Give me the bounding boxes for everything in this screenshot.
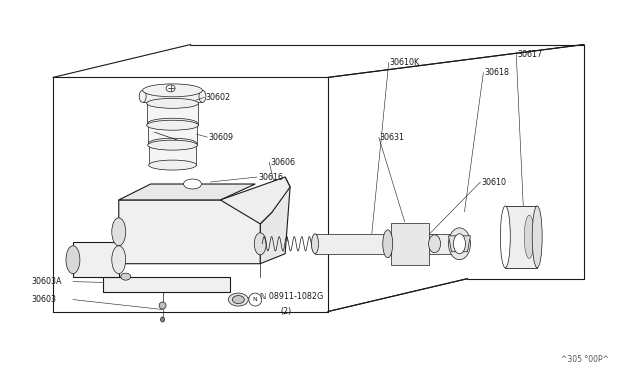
Ellipse shape xyxy=(228,293,248,306)
Ellipse shape xyxy=(148,118,198,128)
Text: ℕ 08911-1082G: ℕ 08911-1082G xyxy=(260,292,323,301)
Text: 30606: 30606 xyxy=(270,158,295,167)
Text: N: N xyxy=(253,297,258,302)
Ellipse shape xyxy=(532,206,542,268)
Polygon shape xyxy=(220,177,290,224)
Text: 30631: 30631 xyxy=(380,133,404,142)
Text: 30609: 30609 xyxy=(209,133,234,142)
Ellipse shape xyxy=(449,228,470,260)
Ellipse shape xyxy=(232,296,244,304)
Polygon shape xyxy=(315,234,454,254)
Text: (2): (2) xyxy=(280,307,291,316)
Ellipse shape xyxy=(199,90,206,102)
Polygon shape xyxy=(391,223,429,265)
Circle shape xyxy=(249,293,262,306)
Polygon shape xyxy=(73,242,119,277)
Ellipse shape xyxy=(148,140,198,150)
Ellipse shape xyxy=(454,234,465,254)
Ellipse shape xyxy=(524,215,534,259)
Ellipse shape xyxy=(121,273,131,280)
Text: 30618: 30618 xyxy=(484,68,509,77)
Text: 30603: 30603 xyxy=(31,295,56,304)
Text: ^305 °00P^: ^305 °00P^ xyxy=(561,355,609,364)
Ellipse shape xyxy=(112,246,125,274)
Text: 30603A: 30603A xyxy=(31,277,61,286)
Text: 30610: 30610 xyxy=(481,177,506,186)
Polygon shape xyxy=(449,236,470,252)
Text: 30616: 30616 xyxy=(258,173,284,182)
Ellipse shape xyxy=(383,230,393,258)
Ellipse shape xyxy=(147,98,198,108)
Ellipse shape xyxy=(159,302,166,309)
Ellipse shape xyxy=(429,235,440,253)
Ellipse shape xyxy=(139,90,146,102)
Ellipse shape xyxy=(166,85,175,92)
Ellipse shape xyxy=(254,233,266,255)
Text: 30617: 30617 xyxy=(517,50,542,59)
Ellipse shape xyxy=(184,179,202,189)
Polygon shape xyxy=(506,206,537,268)
Polygon shape xyxy=(119,184,255,200)
Polygon shape xyxy=(143,90,202,102)
Ellipse shape xyxy=(500,206,510,268)
Ellipse shape xyxy=(161,317,164,322)
Ellipse shape xyxy=(112,218,125,246)
Ellipse shape xyxy=(66,246,80,274)
Ellipse shape xyxy=(148,160,196,170)
Ellipse shape xyxy=(312,234,319,254)
Text: 30602: 30602 xyxy=(205,93,230,102)
Polygon shape xyxy=(148,123,198,145)
Polygon shape xyxy=(148,143,196,165)
Text: 30610K: 30610K xyxy=(390,58,420,67)
Polygon shape xyxy=(103,277,230,292)
Polygon shape xyxy=(147,103,198,125)
Ellipse shape xyxy=(147,120,198,130)
Polygon shape xyxy=(119,200,260,264)
Polygon shape xyxy=(260,177,290,264)
Ellipse shape xyxy=(148,138,196,148)
Ellipse shape xyxy=(143,84,202,97)
